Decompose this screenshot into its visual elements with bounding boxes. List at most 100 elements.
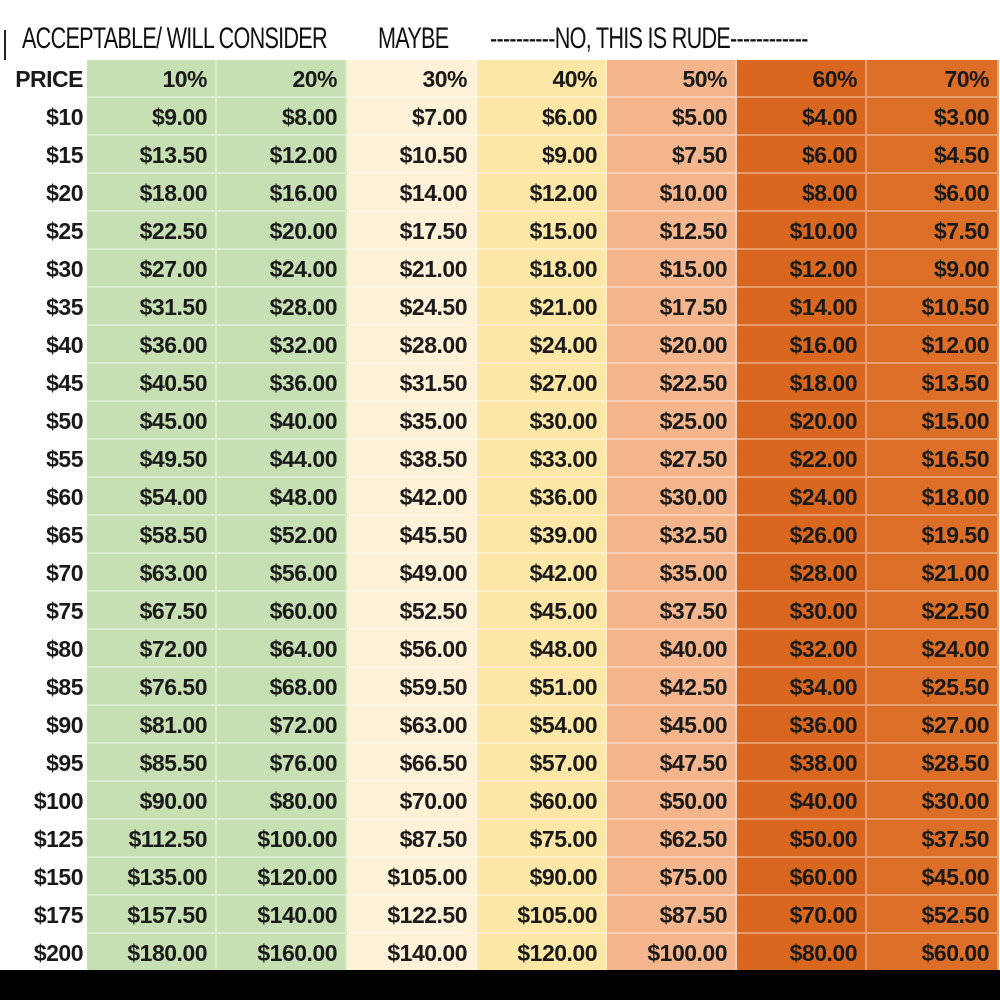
table-row: $90 $81.00 $72.00 $63.00 $54.00 $45.00 $36.00 $… <box>0 706 1000 744</box>
discount-cell: $6.00 <box>477 98 607 136</box>
table-row: $30 $27.00 $24.00 $21.00 $18.00 $15.00 $12.00 $… <box>0 250 1000 288</box>
discount-cell: $32.50 <box>607 516 737 554</box>
discount-cell: $8.00 <box>737 174 867 212</box>
discount-cell: $21.00 <box>867 554 999 592</box>
table-row: $65 $58.50 $52.00 $45.50 $39.00 $32.50 $26.00 $… <box>0 516 1000 554</box>
discount-cell: $38.50 <box>347 440 477 478</box>
discount-cell: $22.50 <box>607 364 737 402</box>
discount-cell: $49.50 <box>87 440 217 478</box>
price-cell: $70 <box>0 554 87 592</box>
discount-cell: $122.50 <box>347 896 477 934</box>
discount-cell: $18.00 <box>737 364 867 402</box>
discount-cell: $120.00 <box>477 934 607 972</box>
discount-cell: $38.00 <box>737 744 867 782</box>
discount-cell: $18.00 <box>477 250 607 288</box>
legend-maybe: MAYBE <box>378 22 449 55</box>
table-row: $100 $90.00 $80.00 $70.00 $60.00 $50.00 $40.00… <box>0 782 1000 820</box>
discount-cell: $10.00 <box>607 174 737 212</box>
discount-cell: $76.50 <box>87 668 217 706</box>
discount-cell: $60.00 <box>737 858 867 896</box>
discount-cell: $40.50 <box>87 364 217 402</box>
table-row: $10 $9.00 $8.00 $7.00 $6.00 $5.00 $4.00 $3.00 <box>0 98 1000 136</box>
discount-cell: $70.00 <box>737 896 867 934</box>
discount-cell: $27.00 <box>477 364 607 402</box>
discount-cell: $4.00 <box>737 98 867 136</box>
discount-cell: $5.00 <box>607 98 737 136</box>
price-cell: $100 <box>0 782 87 820</box>
column-header: 50% <box>607 60 737 98</box>
discount-cell: $75.00 <box>607 858 737 896</box>
discount-cell: $30.00 <box>607 478 737 516</box>
discount-cell: $15.00 <box>607 250 737 288</box>
discount-cell: $31.50 <box>87 288 217 326</box>
discount-cell: $87.50 <box>347 820 477 858</box>
column-header: 60% <box>737 60 867 98</box>
price-cell: $150 <box>0 858 87 896</box>
discount-cell: $72.00 <box>217 706 347 744</box>
discount-cell: $9.00 <box>87 98 217 136</box>
discount-cell: $31.50 <box>347 364 477 402</box>
discount-cell: $48.00 <box>477 630 607 668</box>
discount-cell: $45.00 <box>607 706 737 744</box>
table-row: $150 $135.00 $120.00 $105.00 $90.00 $75.00 $60… <box>0 858 1000 896</box>
discount-cell: $24.00 <box>217 250 347 288</box>
column-header: 30% <box>347 60 477 98</box>
discount-cell: $26.00 <box>737 516 867 554</box>
discount-cell: $21.00 <box>477 288 607 326</box>
discount-cell: $48.00 <box>217 478 347 516</box>
discount-cell: $70.00 <box>347 782 477 820</box>
discount-cell: $22.50 <box>867 592 999 630</box>
discount-cell: $12.00 <box>867 326 999 364</box>
discount-cell: $16.50 <box>867 440 999 478</box>
discount-cell: $22.00 <box>737 440 867 478</box>
discount-cell: $105.00 <box>347 858 477 896</box>
discount-cell: $45.00 <box>87 402 217 440</box>
discount-cell: $52.50 <box>347 592 477 630</box>
discount-cell: $112.50 <box>87 820 217 858</box>
discount-cell: $27.00 <box>867 706 999 744</box>
price-cell: $125 <box>0 820 87 858</box>
discount-cell: $10.00 <box>737 212 867 250</box>
column-header: 10% <box>87 60 217 98</box>
discount-cell: $24.00 <box>477 326 607 364</box>
discount-cell: $25.50 <box>867 668 999 706</box>
discount-cell: $85.50 <box>87 744 217 782</box>
table-row: $25 $22.50 $20.00 $17.50 $15.00 $12.50 $10.00 $… <box>0 212 1000 250</box>
price-cell: $40 <box>0 326 87 364</box>
price-cell: $25 <box>0 212 87 250</box>
discount-cell: $30.00 <box>477 402 607 440</box>
price-cell: $15 <box>0 136 87 174</box>
discount-cell: $24.50 <box>347 288 477 326</box>
discount-cell: $16.00 <box>217 174 347 212</box>
discount-cell: $90.00 <box>477 858 607 896</box>
discount-cell: $87.50 <box>607 896 737 934</box>
discount-cell: $66.50 <box>347 744 477 782</box>
discount-cell: $32.00 <box>737 630 867 668</box>
legend: ACCEPTABLE/ WILL CONSIDER MAYBE --------… <box>0 14 1000 60</box>
discount-cell: $37.50 <box>607 592 737 630</box>
table-row: $20 $18.00 $16.00 $14.00 $12.00 $10.00 $8.00 $6… <box>0 174 1000 212</box>
discount-cell: $45.50 <box>347 516 477 554</box>
discount-cell: $56.00 <box>217 554 347 592</box>
discount-cell: $8.00 <box>217 98 347 136</box>
discount-cell: $62.50 <box>607 820 737 858</box>
discount-cell: $135.00 <box>87 858 217 896</box>
price-cell: $90 <box>0 706 87 744</box>
discount-cell: $12.00 <box>217 136 347 174</box>
table-row: $85 $76.50 $68.00 $59.50 $51.00 $42.50 $34.00 $… <box>0 668 1000 706</box>
price-cell: $50 <box>0 402 87 440</box>
discount-cell: $63.00 <box>87 554 217 592</box>
discount-cell: $20.00 <box>217 212 347 250</box>
price-cell: $35 <box>0 288 87 326</box>
price-cell: $175 <box>0 896 87 934</box>
discount-cell: $28.00 <box>217 288 347 326</box>
table-row: $125 $112.50 $100.00 $87.50 $75.00 $62.50 $50.… <box>0 820 1000 858</box>
discount-cell: $10.50 <box>867 288 999 326</box>
discount-cell: $36.00 <box>477 478 607 516</box>
discount-cell: $45.00 <box>867 858 999 896</box>
discount-cell: $40.00 <box>607 630 737 668</box>
discount-cell: $13.50 <box>867 364 999 402</box>
discount-cell: $9.00 <box>867 250 999 288</box>
price-cell: $95 <box>0 744 87 782</box>
discount-cell: $6.00 <box>737 136 867 174</box>
